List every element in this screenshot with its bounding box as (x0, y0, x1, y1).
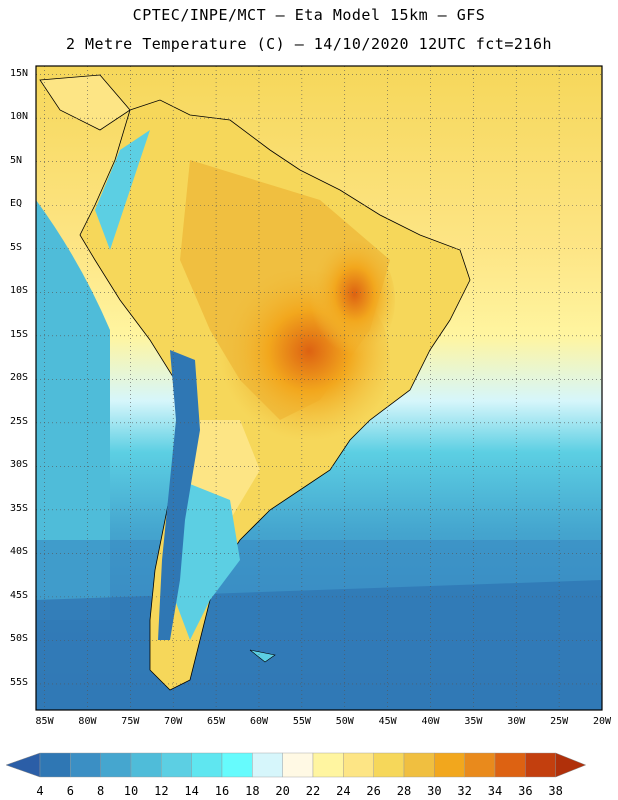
colorbar-tick-label: 4 (36, 784, 44, 798)
lon-label: 35W (464, 716, 483, 727)
map-frame (35, 65, 603, 711)
colorbar-tick-label: 6 (66, 784, 74, 798)
lat-label: 15N (10, 67, 29, 79)
colorbar-tick-label: 10 (123, 784, 139, 798)
colorbar-tick-label: 20 (275, 784, 290, 798)
colorbar-arrow-low (5, 752, 41, 778)
colorbar-tick-label: 22 (305, 784, 321, 798)
lat-label: 15S (10, 328, 29, 340)
lon-label: 60W (249, 716, 268, 727)
lat-label: 50S (10, 633, 29, 645)
andes-cold-band (158, 350, 200, 640)
lat-label: 45S (10, 589, 29, 601)
lon-label: 65W (207, 716, 226, 727)
pacific-cool-water (36, 200, 110, 620)
graticule (36, 66, 602, 710)
colorbar-swatch (130, 752, 162, 778)
colorbar-swatch (373, 752, 405, 778)
lat-label: 25S (10, 415, 29, 427)
lat-label: 10N (10, 111, 29, 123)
colorbar-swatch (525, 752, 556, 778)
map-field (36, 66, 602, 710)
colorbar-swatch (494, 752, 526, 778)
colorbar-swatch (221, 752, 253, 778)
colorbar-tick-label: 30 (427, 784, 442, 798)
chart-title-line1: CPTEC/INPE/MCT — Eta Model 15km — GFS (132, 6, 486, 24)
colorbar-swatch (100, 752, 132, 778)
lon-label: 75W (121, 716, 140, 727)
lat-label: EQ (10, 198, 23, 210)
colorbar-tick-label: 34 (487, 784, 503, 798)
lat-label: 35S (10, 502, 29, 514)
colorbar (5, 752, 587, 778)
colorbar-tick-label: 8 (97, 784, 105, 798)
colorbar-swatch (343, 752, 374, 778)
lat-label: 10S (10, 285, 29, 297)
colorbar-tick-label: 24 (336, 784, 351, 798)
colorbar-swatch (191, 752, 223, 778)
lon-label: 30W (507, 716, 526, 727)
lon-label: 80W (78, 716, 97, 727)
lon-label: 20W (592, 716, 612, 727)
lat-label: 30S (10, 459, 29, 471)
lat-label: 20S (10, 372, 29, 384)
colorbar-arrow-high (555, 752, 587, 778)
colorbar-swatch (161, 752, 192, 778)
colorbar-tick-label: 18 (245, 784, 260, 798)
lat-label: 5N (10, 154, 23, 166)
chart-title-line2: 2 Metre Temperature (C) — 14/10/2020 12U… (65, 35, 553, 53)
lon-label: 40W (421, 716, 440, 727)
colorbar-swatch (70, 752, 101, 778)
lat-label: 5S (10, 241, 23, 253)
lon-label: 70W (164, 716, 183, 727)
colorbar-tick-label: 12 (154, 784, 169, 798)
colorbar-swatch (312, 752, 344, 778)
colorbar-tick-label: 28 (396, 784, 412, 798)
lat-label: 40S (10, 546, 29, 558)
colorbar-tick-label: 36 (518, 784, 533, 798)
colorbar-tick-label: 14 (184, 784, 199, 798)
lon-label: 25W (550, 716, 569, 727)
lon-label: 85W (35, 716, 54, 727)
lon-label: 45W (378, 716, 397, 727)
colorbar-swatch (282, 752, 314, 778)
lon-label: 55W (292, 716, 311, 727)
lat-label: 55S (10, 676, 29, 688)
colorbar-swatch (252, 752, 283, 778)
colorbar-swatch (464, 752, 496, 778)
colorbar-swatch (434, 752, 465, 778)
colorbar-tick-label: 16 (214, 784, 230, 798)
colorbar-tick-label: 26 (366, 784, 381, 798)
lon-label: 50W (335, 716, 354, 727)
colorbar-swatch (403, 752, 435, 778)
colorbar-tick-label: 38 (548, 784, 563, 798)
colorbar-swatch (39, 752, 71, 778)
colorbar-tick-label: 32 (457, 784, 472, 798)
